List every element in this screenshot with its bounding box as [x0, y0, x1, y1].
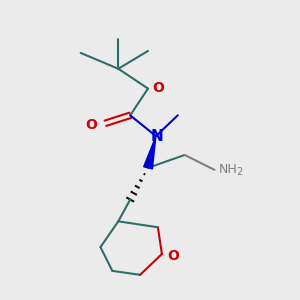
Text: 2: 2	[236, 167, 242, 177]
Text: NH: NH	[218, 163, 237, 176]
Text: O: O	[85, 118, 98, 132]
Text: O: O	[152, 81, 164, 94]
Text: N: N	[151, 129, 163, 144]
Text: O: O	[167, 249, 179, 263]
Polygon shape	[144, 136, 156, 169]
